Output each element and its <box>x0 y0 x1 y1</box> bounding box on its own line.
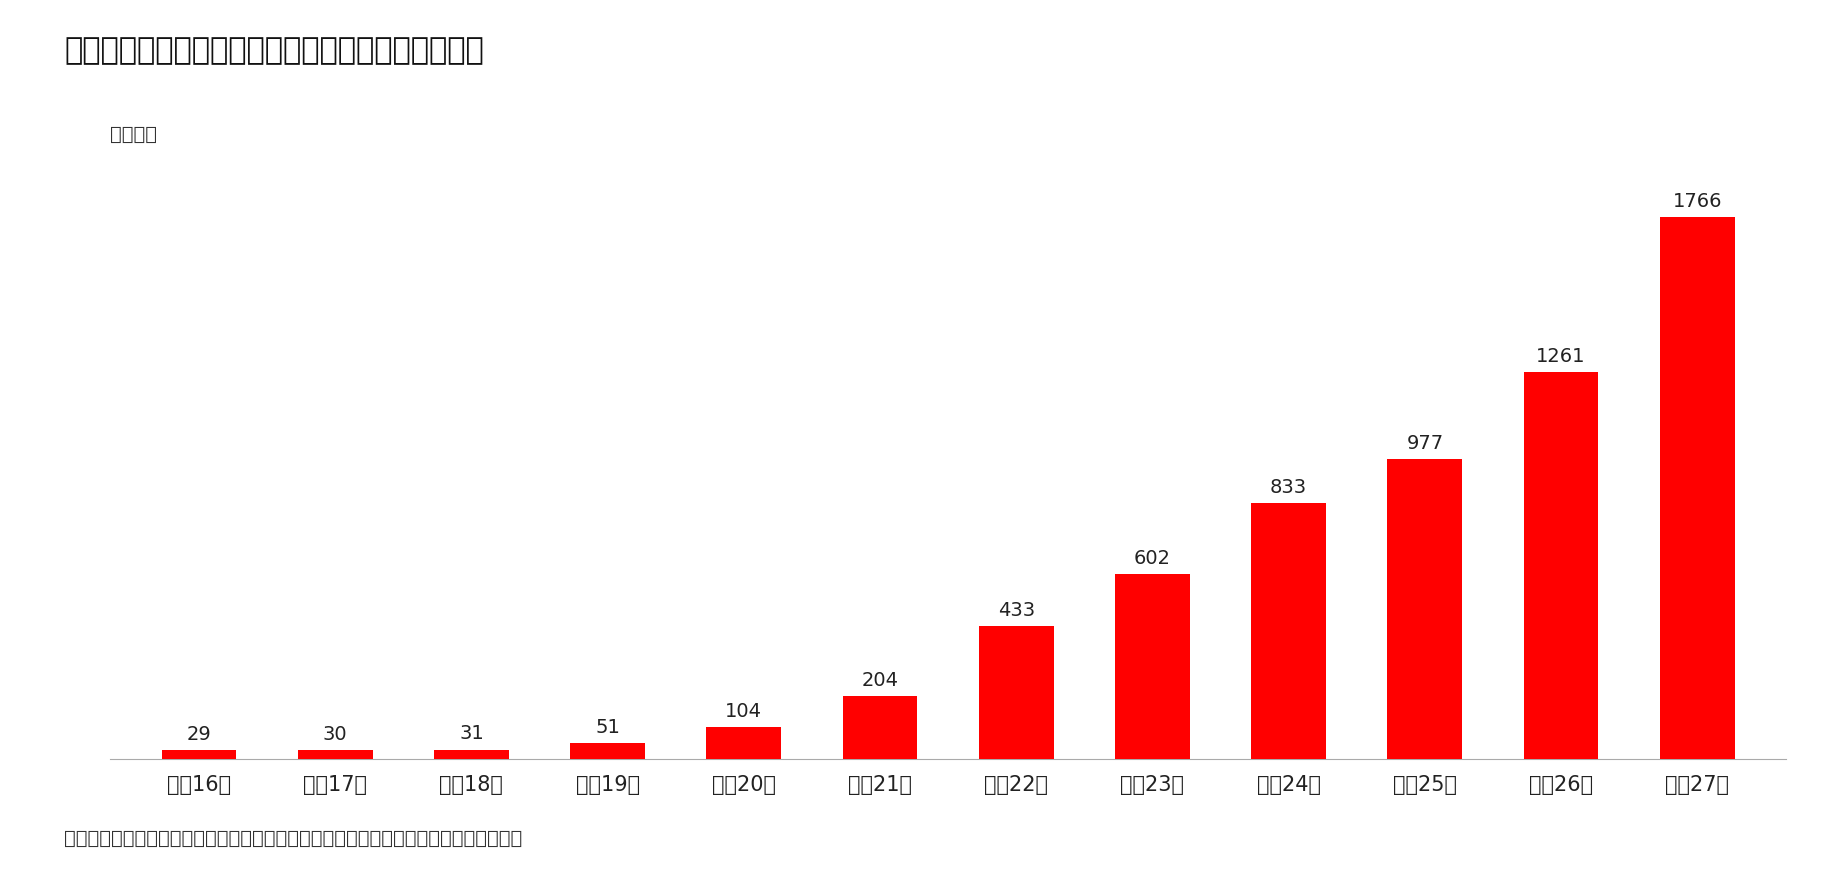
Text: 204: 204 <box>862 672 898 690</box>
Bar <box>434 749 508 759</box>
Text: 韓国における新型コロナウイルスの感染者数の推移: 韓国における新型コロナウイルスの感染者数の推移 <box>64 36 484 64</box>
Bar <box>1116 574 1189 759</box>
Bar <box>571 743 644 759</box>
Text: 単位：人: 単位：人 <box>110 125 158 144</box>
Text: 1261: 1261 <box>1535 347 1585 366</box>
Bar <box>298 750 372 759</box>
Bar <box>1252 504 1326 759</box>
Text: 833: 833 <box>1270 479 1307 497</box>
Text: 31: 31 <box>458 724 484 743</box>
Text: 29: 29 <box>186 725 212 744</box>
Bar <box>707 727 781 759</box>
Bar <box>162 750 236 759</box>
Text: 104: 104 <box>725 702 762 721</box>
Text: 977: 977 <box>1407 434 1443 453</box>
Text: 51: 51 <box>595 718 620 738</box>
Bar <box>979 626 1053 759</box>
Text: 433: 433 <box>998 601 1035 620</box>
Bar <box>843 697 917 759</box>
Text: 出所）韓国疾病管理本部「新型コロナウイルス感染症発生現況」（各日）から筆者作成: 出所）韓国疾病管理本部「新型コロナウイルス感染症発生現況」（各日）から筆者作成 <box>64 830 523 848</box>
Text: 1766: 1766 <box>1672 192 1721 211</box>
Text: 30: 30 <box>322 725 348 744</box>
Bar <box>1524 372 1598 759</box>
Bar <box>1661 217 1734 759</box>
Text: 602: 602 <box>1134 549 1171 568</box>
Bar <box>1388 459 1462 759</box>
